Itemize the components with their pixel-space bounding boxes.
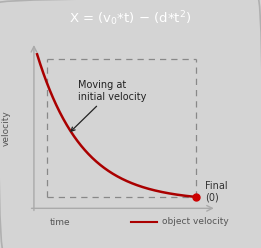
Text: velocity: velocity [2, 110, 11, 146]
Text: time: time [50, 218, 70, 227]
Text: Final
(0): Final (0) [205, 181, 228, 203]
Text: object velocity: object velocity [162, 217, 229, 226]
Text: Moving at
initial velocity: Moving at initial velocity [71, 80, 147, 131]
Text: X = (v$_0$*t) $-$ (d*t$^2$): X = (v$_0$*t) $-$ (d*t$^2$) [69, 9, 192, 28]
